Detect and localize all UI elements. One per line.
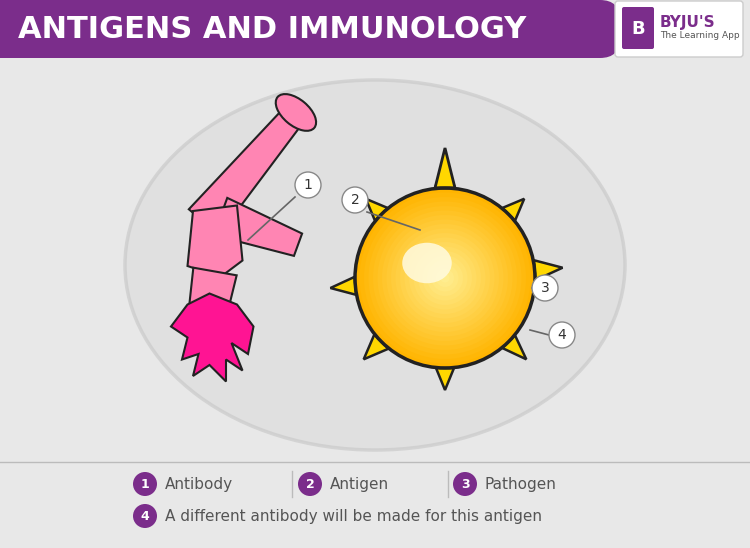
Polygon shape	[436, 368, 454, 390]
Text: BYJU'S: BYJU'S	[660, 14, 716, 30]
Circle shape	[295, 172, 321, 198]
Circle shape	[395, 229, 494, 328]
Circle shape	[427, 260, 463, 296]
Polygon shape	[435, 160, 455, 188]
Circle shape	[373, 206, 517, 350]
Circle shape	[413, 247, 476, 310]
Circle shape	[359, 192, 530, 363]
Circle shape	[298, 472, 322, 496]
Circle shape	[436, 269, 454, 287]
Text: Antigen: Antigen	[330, 477, 389, 492]
Circle shape	[400, 233, 490, 323]
Circle shape	[364, 197, 526, 359]
Text: B: B	[632, 20, 645, 38]
Polygon shape	[188, 206, 242, 277]
Text: 4: 4	[141, 510, 149, 522]
Circle shape	[532, 275, 558, 301]
Polygon shape	[364, 335, 388, 359]
Circle shape	[549, 322, 575, 348]
Circle shape	[342, 187, 368, 213]
Circle shape	[382, 215, 508, 341]
Text: Antibody: Antibody	[165, 477, 233, 492]
Circle shape	[133, 504, 157, 528]
Polygon shape	[186, 267, 237, 340]
Text: 3: 3	[460, 477, 470, 490]
Polygon shape	[331, 277, 356, 295]
Polygon shape	[189, 105, 305, 235]
Text: A different antibody will be made for this antigen: A different antibody will be made for th…	[165, 509, 542, 523]
Text: 1: 1	[304, 178, 313, 192]
Text: Pathogen: Pathogen	[485, 477, 556, 492]
Text: ANTIGENS AND IMMUNOLOGY: ANTIGENS AND IMMUNOLOGY	[18, 15, 526, 44]
Circle shape	[440, 273, 449, 283]
Text: 3: 3	[541, 281, 549, 295]
Ellipse shape	[276, 94, 316, 131]
Polygon shape	[214, 198, 302, 256]
Polygon shape	[503, 335, 526, 359]
Text: 2: 2	[306, 477, 314, 490]
Circle shape	[133, 472, 157, 496]
Circle shape	[453, 472, 477, 496]
Circle shape	[355, 188, 535, 368]
Polygon shape	[366, 199, 388, 221]
Text: The Learning App: The Learning App	[660, 31, 740, 41]
FancyBboxPatch shape	[0, 0, 620, 58]
Polygon shape	[171, 294, 254, 381]
Circle shape	[386, 220, 503, 336]
Polygon shape	[503, 199, 524, 221]
Circle shape	[377, 210, 512, 345]
Polygon shape	[435, 148, 455, 188]
Text: 4: 4	[557, 328, 566, 342]
Circle shape	[418, 251, 472, 305]
Circle shape	[368, 202, 521, 355]
FancyBboxPatch shape	[622, 7, 654, 49]
Circle shape	[431, 265, 458, 292]
Circle shape	[409, 242, 481, 314]
Polygon shape	[534, 260, 562, 280]
Circle shape	[404, 237, 485, 318]
FancyBboxPatch shape	[615, 1, 743, 57]
Text: 1: 1	[141, 477, 149, 490]
Text: 2: 2	[350, 193, 359, 207]
Ellipse shape	[125, 80, 625, 450]
Circle shape	[422, 255, 467, 300]
Ellipse shape	[402, 243, 451, 283]
Bar	[0, 0, 30, 58]
Circle shape	[391, 224, 499, 332]
